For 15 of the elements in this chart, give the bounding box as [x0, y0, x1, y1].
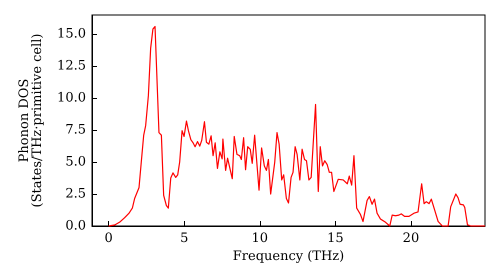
line-series: [108, 26, 486, 227]
x-tick-label: 15: [327, 231, 344, 246]
y-tick-label: 12.5: [57, 58, 86, 74]
x-axis-title: Frequency (THz): [232, 249, 344, 264]
y-tick-label: 7.5: [65, 122, 86, 138]
y-tick-label: 0.0: [65, 218, 86, 234]
y-tick-label: 5.0: [65, 154, 86, 170]
x-tick-label: 5: [180, 231, 188, 246]
y-axis-title: Phonon DOS (States/THz·primitive cell): [17, 33, 45, 208]
x-tick-label: 0: [104, 231, 113, 246]
y-tick-label: 15.0: [57, 26, 86, 42]
y-tick-label: 10.0: [57, 90, 86, 106]
y-tick-label: 2.5: [65, 186, 86, 202]
x-tick-label: 10: [252, 231, 268, 246]
x-tick-label: 20: [402, 231, 420, 246]
